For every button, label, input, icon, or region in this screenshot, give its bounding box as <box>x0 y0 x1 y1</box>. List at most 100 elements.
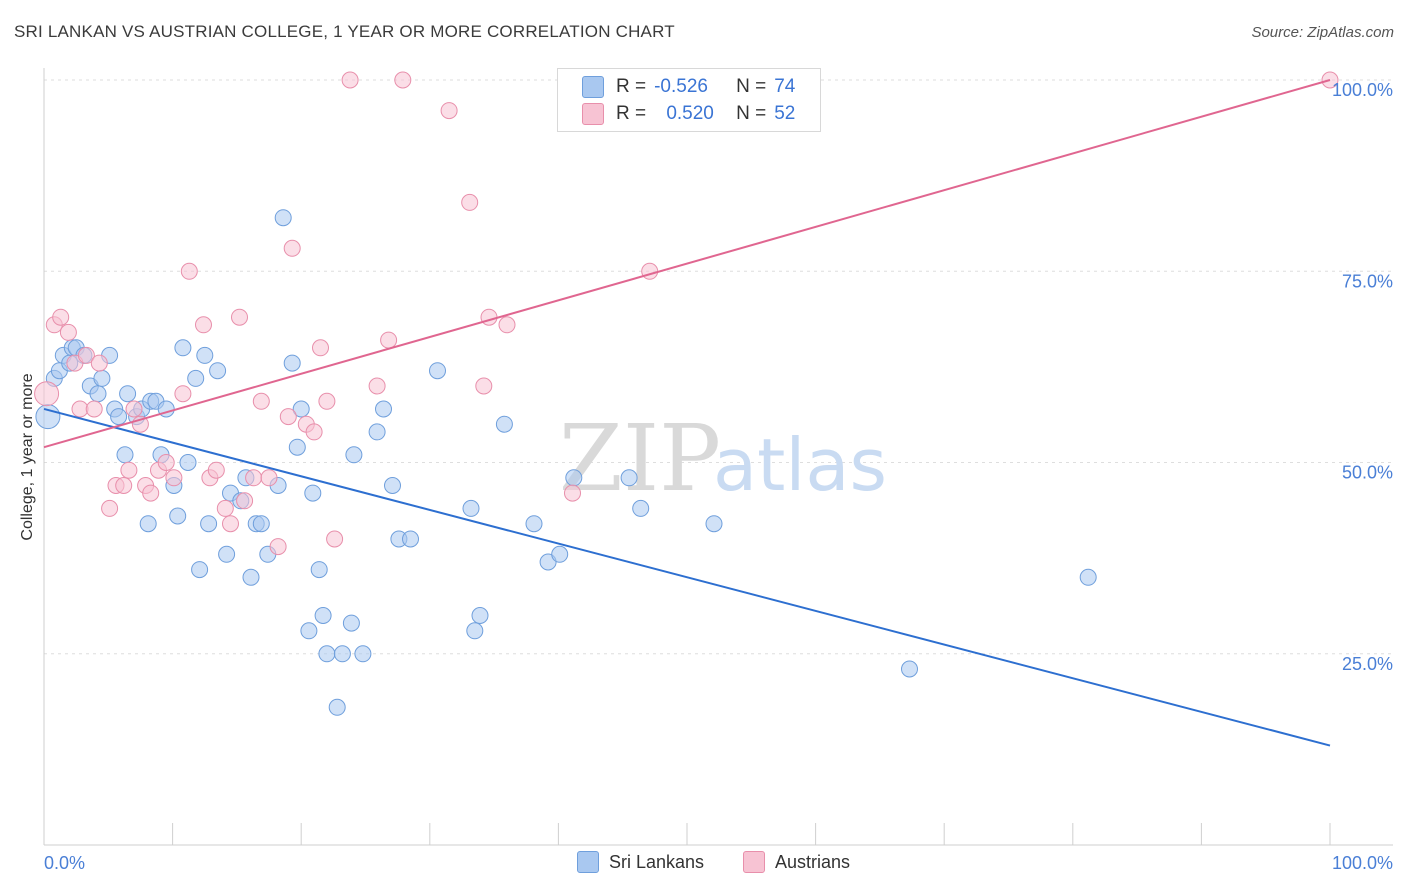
austrian-point <box>52 308 70 326</box>
trend-lines <box>43 79 1331 747</box>
austrian-point <box>498 316 516 334</box>
sri-lankans-trend-line <box>43 407 1331 747</box>
austrian-point <box>252 392 270 410</box>
sri-lankan-point <box>35 404 61 430</box>
austrian-point <box>195 316 212 334</box>
austrians-legend-swatch <box>743 851 765 873</box>
chart-title: SRI LANKAN VS AUSTRIAN COLLEGE, 1 YEAR O… <box>14 22 675 41</box>
sri-lankan-point <box>252 515 270 533</box>
sri-lankan-point <box>116 446 134 464</box>
austrian-point <box>380 331 398 349</box>
austrian-point <box>564 484 581 502</box>
austrian-point <box>279 408 297 426</box>
sri-lankan-point <box>495 415 513 433</box>
austrian-point <box>480 308 498 326</box>
austrian-point <box>120 461 138 479</box>
sri-lankan-point <box>565 469 583 487</box>
sri-lankan-point <box>191 561 209 579</box>
sri-lankan-point <box>462 499 480 517</box>
sri-lankan-point <box>242 568 260 586</box>
austrians-swatch <box>582 103 604 125</box>
sri-lankan-point <box>471 607 489 624</box>
r-label: R = <box>616 103 647 124</box>
data-points <box>34 71 1339 716</box>
sri-lankan-point <box>174 339 192 357</box>
sri-lankan-point <box>429 362 446 380</box>
sri-lankan-point <box>139 515 157 533</box>
sri-lankan-point <box>901 660 918 678</box>
n-value: 52 <box>774 103 796 124</box>
sri-lankan-point <box>384 477 401 494</box>
austrian-point <box>231 308 248 326</box>
austrian-point <box>475 377 493 395</box>
sri-lankan-point <box>304 484 322 502</box>
sri-lankan-point <box>89 385 107 403</box>
sri-lankan-point <box>292 400 310 418</box>
sri-lankan-point <box>402 530 419 548</box>
austrian-point <box>115 477 133 494</box>
sri-lankan-point <box>288 438 306 456</box>
austrians-legend-label: Austrians <box>775 851 851 872</box>
sri-lankan-point <box>551 545 569 563</box>
sri-lankans-legend-swatch <box>577 851 599 873</box>
sri-lankan-point <box>342 614 360 632</box>
sri-lankan-point <box>345 446 363 464</box>
axes <box>43 68 1393 846</box>
austrian-point <box>461 193 479 211</box>
watermark-atlas: atlas <box>713 423 887 507</box>
r-value: -0.526 <box>654 76 708 97</box>
austrian-point <box>269 538 287 556</box>
austrian-point <box>125 400 143 418</box>
tick-labels: 25.0% 50.0% 75.0% 100.0% 0.0% 100.0% <box>44 80 1393 873</box>
y-tick-label: 25.0% <box>1342 654 1393 674</box>
sri-lankan-point <box>333 645 351 663</box>
source-label: Source: ZipAtlas.com <box>1251 24 1394 41</box>
sri-lankan-point <box>466 622 484 640</box>
sri-lankan-point <box>119 385 137 403</box>
austrian-point <box>180 262 198 280</box>
austrian-point <box>165 469 183 487</box>
legend-row-austrians: R = 0.520 N = 52 <box>582 101 795 127</box>
austrian-point <box>157 454 175 471</box>
sri-lankan-point <box>314 607 332 624</box>
austrian-point <box>440 102 458 120</box>
austrian-point <box>142 484 160 502</box>
n-label: N = <box>736 76 767 97</box>
sri-lankan-point <box>310 561 328 579</box>
austrian-point <box>260 469 278 487</box>
sri-lankan-point <box>705 515 723 533</box>
austrian-point <box>90 354 108 372</box>
legend-item-austrians[interactable]: Austrians <box>743 851 850 873</box>
sri-lankan-point <box>318 645 336 663</box>
legend-item-sri-lankans[interactable]: Sri Lankans <box>577 851 704 873</box>
austrian-point <box>77 346 95 364</box>
austrians-trend-line <box>43 79 1331 449</box>
sri-lankan-point <box>620 469 638 487</box>
austrian-point <box>236 492 254 510</box>
sri-lankan-point <box>632 499 650 517</box>
x-tick-label-max: 100.0% <box>1332 853 1393 873</box>
sri-lankan-point <box>169 507 187 525</box>
austrian-point <box>207 461 225 479</box>
austrian-point <box>368 377 386 395</box>
sri-lankan-point <box>274 209 292 227</box>
austrian-point <box>641 262 659 280</box>
austrian-point <box>174 385 192 403</box>
n-value: 74 <box>774 76 796 97</box>
sri-lankan-point <box>93 369 111 387</box>
r-value: 0.520 <box>666 103 714 124</box>
sri-lankan-point <box>300 622 318 640</box>
austrian-point <box>283 239 301 257</box>
y-tick-label: 50.0% <box>1342 463 1393 483</box>
sri-lankan-point <box>196 346 214 364</box>
x-tick-label-min: 0.0% <box>44 853 85 873</box>
y-tick-label: 75.0% <box>1342 271 1393 291</box>
austrian-point <box>305 423 323 441</box>
correlation-legend: R = -0.526 N = 74 R = 0.520 N = 52 <box>557 68 821 132</box>
sri-lankan-point <box>283 354 301 372</box>
austrian-point <box>318 392 336 410</box>
austrian-point <box>245 469 263 487</box>
gridlines <box>44 79 1393 655</box>
sri-lankan-point <box>187 369 205 387</box>
